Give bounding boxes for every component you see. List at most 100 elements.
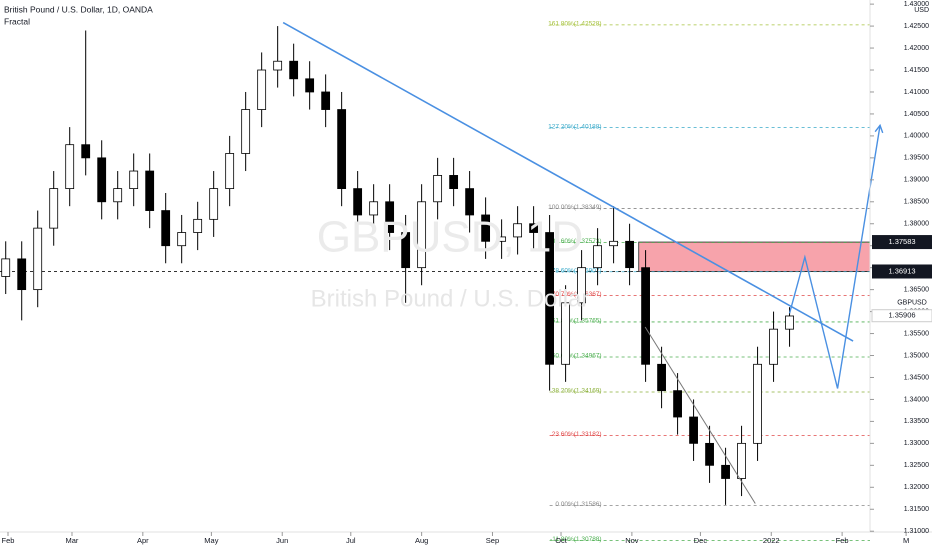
y-tick-label: 1.42500 <box>904 23 929 30</box>
y-tick-label: 1.36500 <box>904 286 929 293</box>
candle-body <box>161 210 171 247</box>
fib-label: 88.60%(1.37573) <box>552 238 602 245</box>
y-tick-label: 1.42000 <box>904 45 929 52</box>
x-tick-label: Oct <box>555 536 568 545</box>
candle-body <box>81 144 91 159</box>
fib-label: 23.60%(1.33182) <box>552 431 602 438</box>
candle-body <box>113 188 123 203</box>
fib-label: -11.80%(1.30788) <box>550 536 602 543</box>
candle-body <box>33 227 43 291</box>
candle-body <box>289 60 299 80</box>
candle-body <box>593 245 602 269</box>
candle-body <box>705 442 714 466</box>
candle-body <box>529 223 539 233</box>
y-tick-label: 1.39500 <box>904 155 929 162</box>
currency: USD <box>914 7 929 14</box>
candle-body <box>337 109 347 190</box>
x-tick-label: Jun <box>276 536 288 545</box>
y-tick-label: 1.41500 <box>904 67 929 74</box>
zone-low-label: 1.36913 <box>888 266 915 275</box>
candle-body <box>353 188 363 216</box>
indicator-name: Fractal <box>4 16 30 26</box>
y-tick-label: 1.32500 <box>904 462 929 469</box>
candle-body <box>241 109 251 154</box>
candle-body <box>1 258 11 277</box>
y-tick-label: 1.33500 <box>904 418 929 425</box>
y-tick-label: 1.38500 <box>904 199 929 206</box>
candle-body <box>209 188 219 220</box>
y-tick-label: 1.35000 <box>904 352 929 359</box>
y-tick-label: 1.32000 <box>904 484 929 491</box>
candle-body <box>465 188 475 216</box>
chart-title: British Pound / U.S. Dollar, 1D, OANDA <box>4 4 153 14</box>
candle-body <box>673 390 682 418</box>
candle-body <box>225 153 235 190</box>
watermark-subtitle: British Pound / U.S. Dollar <box>311 285 590 312</box>
fib-label: 38.20%(1.34169) <box>552 388 602 395</box>
candle-body <box>417 201 427 269</box>
candle-body <box>609 240 618 247</box>
y-tick-label: 1.34500 <box>904 374 929 381</box>
candle-body <box>305 78 315 93</box>
candle-body <box>641 267 650 365</box>
y-tick-label: 1.33000 <box>904 440 929 447</box>
candle-body <box>753 363 762 444</box>
candle-body <box>145 170 155 211</box>
candle-body <box>497 236 507 242</box>
fib-label: 100.00%(1.38349) <box>548 204 602 211</box>
last-price-label: 1.35906 <box>888 311 915 320</box>
candle-body <box>129 170 139 190</box>
candle-body <box>785 315 794 330</box>
candle-body <box>273 60 283 71</box>
candle-body <box>513 223 523 238</box>
candle-body <box>545 232 555 365</box>
candle-body <box>577 267 586 304</box>
y-tick-label: 1.40000 <box>904 133 929 140</box>
symbol-label: GBPUSD <box>897 300 927 307</box>
candle-body <box>689 416 698 444</box>
y-tick-label: 1.40500 <box>904 111 929 118</box>
x-tick-label: Apr <box>137 536 149 545</box>
candle-body <box>561 302 571 365</box>
candle-body <box>369 201 379 216</box>
x-tick-label: Jul <box>346 536 356 545</box>
candle-body <box>721 464 730 479</box>
candle-body <box>401 232 411 269</box>
fib-label: 127.20%(1.40188) <box>548 123 602 130</box>
candle-body <box>193 218 203 233</box>
x-tick-label: Sep <box>486 536 499 545</box>
y-tick-label: 1.41000 <box>904 89 929 96</box>
fib-label: 50.00%(1.34967) <box>552 353 602 360</box>
trendline <box>282 21 854 342</box>
x-tick-label: Feb <box>2 536 15 545</box>
last-price-box <box>871 309 932 323</box>
x-tick-label: May <box>204 536 218 545</box>
x-tick-label: Aug <box>415 536 428 545</box>
supply-zone <box>638 241 871 272</box>
candle-body <box>49 188 59 229</box>
x-tick-label: M <box>903 536 909 545</box>
y-tick-label: 1.31000 <box>904 528 929 535</box>
zone-high-label-box <box>872 235 932 250</box>
candle-body <box>177 232 187 247</box>
zone-low-label-box <box>872 264 932 279</box>
y-tick-label: 1.39000 <box>904 177 929 184</box>
fib-label: 70.70%(1.36367) <box>552 291 602 298</box>
candle-body <box>657 363 666 392</box>
y-tick-label: 1.31500 <box>904 506 929 513</box>
trendline <box>644 326 756 504</box>
y-tick-label: 1.34000 <box>904 396 929 403</box>
candle-body <box>737 442 746 479</box>
candle-body <box>257 69 267 110</box>
candle-body <box>449 175 459 190</box>
candle-body <box>769 328 778 365</box>
x-tick-label: Dec <box>694 536 708 545</box>
y-tick-label: 1.35500 <box>904 330 929 337</box>
candle-body <box>625 240 634 269</box>
fib-label: 161.80%(1.42528) <box>548 21 602 28</box>
candle-body <box>481 214 491 242</box>
zone-high-label: 1.37583 <box>888 237 915 246</box>
candle-body <box>97 157 107 203</box>
y-tick-label: 1.43000 <box>904 1 929 8</box>
